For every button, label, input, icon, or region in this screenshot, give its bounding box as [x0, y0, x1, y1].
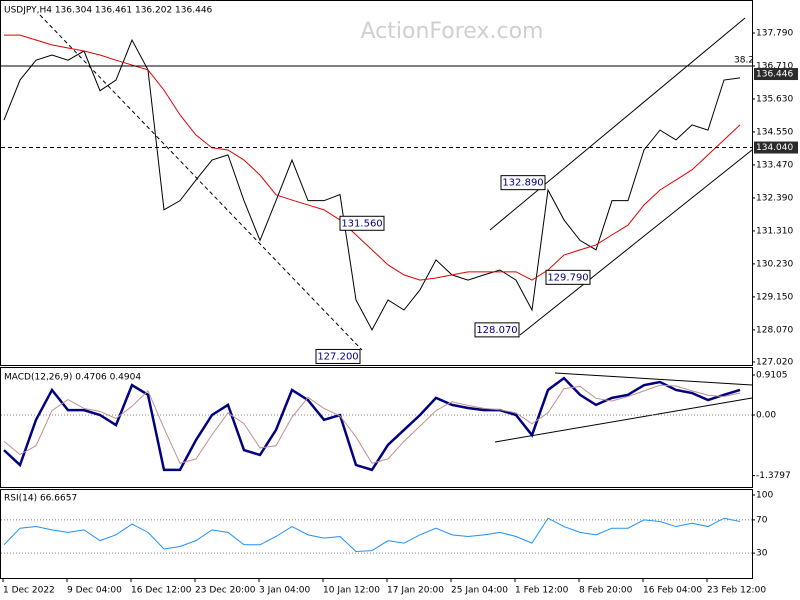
series-line — [3, 376, 741, 472]
channel-line — [519, 149, 753, 336]
annotation-label: 132.890 — [502, 178, 543, 189]
series-line — [3, 384, 741, 464]
x-tick-label: 10 Jan 12:00 — [323, 586, 380, 596]
x-tick-label: 8 Feb 20:00 — [579, 586, 633, 596]
annotation-label: 131.560 — [341, 218, 382, 229]
trend-line — [39, 14, 363, 351]
annotation-label: 128.070 — [476, 325, 517, 336]
y-tick-label: 30 — [756, 549, 768, 559]
annotation-box — [500, 175, 546, 191]
y-tick-label: -1.3797 — [756, 471, 791, 481]
y-tick-label: 133.470 — [756, 160, 793, 170]
macd-title: MACD(12,26,9) 0.4706 0.4904 — [4, 373, 141, 383]
y-tick-label: 0.00 — [756, 410, 776, 420]
annotation-box — [315, 348, 361, 364]
y-tick-label: 70 — [756, 515, 768, 525]
y-tick-label: 0.9105 — [756, 371, 788, 381]
y-tick-label: 130.230 — [756, 259, 793, 269]
series-line — [3, 517, 741, 552]
y-tick-label: 132.390 — [756, 193, 793, 203]
x-tick-label: 16 Feb 04:00 — [643, 586, 702, 596]
x-tick-label: 23 Feb 12:00 — [707, 586, 766, 596]
fib-label: 38.2 — [734, 55, 754, 65]
price-label: 134.040 — [756, 143, 793, 153]
y-tick-label: 131.310 — [756, 226, 793, 236]
annotation-box — [474, 322, 520, 338]
y-tick-label: 137.790 — [756, 28, 793, 38]
annotation-label: 127.200 — [317, 351, 358, 362]
series-line — [4, 34, 741, 281]
price-box — [754, 68, 798, 81]
annotation-box — [339, 215, 385, 231]
macd-panel — [0, 367, 753, 488]
price-panel — [0, 0, 753, 366]
x-tick-label: 9 Dec 04:00 — [67, 586, 122, 596]
triangle-line — [494, 397, 753, 443]
y-tick-label: 135.630 — [756, 94, 793, 104]
x-tick-label: 25 Jan 04:00 — [451, 586, 508, 596]
x-tick-label: 1 Dec 2022 — [3, 586, 55, 596]
rsi-title: RSI(14) 66.6657 — [4, 494, 77, 504]
x-tick-label: 16 Dec 12:00 — [131, 586, 192, 596]
series-line — [3, 38, 741, 331]
y-tick-label: 128.070 — [756, 325, 793, 335]
y-tick-label: 134.550 — [756, 127, 793, 137]
watermark: ActionForex.com — [361, 19, 544, 44]
y-tick-label: 100 — [756, 491, 773, 501]
x-tick-label: 17 Jan 20:00 — [387, 586, 444, 596]
x-tick-label: 23 Dec 20:00 — [195, 586, 256, 596]
annotation-label: 129.790 — [547, 272, 588, 283]
annotation-box — [545, 269, 591, 285]
rsi-panel — [0, 489, 753, 579]
price-box — [754, 141, 798, 154]
y-tick-label: 127.020 — [756, 357, 793, 367]
triangle-line — [554, 372, 753, 386]
x-tick-label: 1 Feb 12:00 — [515, 586, 569, 596]
channel-line — [489, 17, 746, 231]
x-tick-label: 3 Jan 04:00 — [259, 586, 311, 596]
price-label: 136.446 — [756, 70, 793, 80]
chart-title: USDJPY,H4 136.304 136.461 136.202 136.44… — [4, 6, 213, 16]
y-tick-label: 129.150 — [756, 292, 793, 302]
y-tick-label: 136.710 — [756, 61, 793, 71]
